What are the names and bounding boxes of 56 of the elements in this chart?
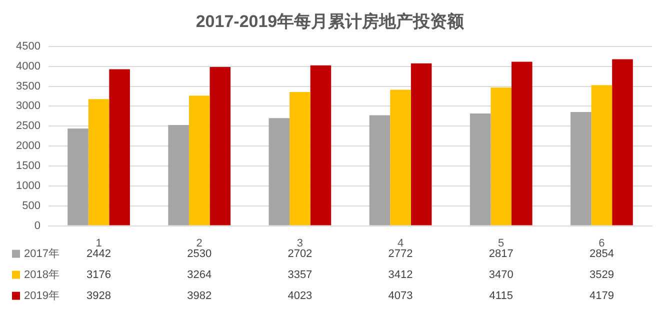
y-tick-label: 3000: [16, 100, 40, 112]
legend-label: 2019年: [24, 290, 60, 302]
y-tick-label: 2000: [16, 140, 40, 152]
y-tick-label: 1500: [16, 160, 40, 172]
bar: [109, 69, 130, 226]
bar: [490, 87, 512, 226]
data-label: 3982: [187, 290, 212, 302]
x-tick-label: 3: [296, 237, 304, 250]
bar: [210, 67, 231, 226]
data-label: 2530: [187, 248, 212, 260]
y-tick-label: 4000: [16, 60, 40, 72]
data-label: 2442: [86, 248, 112, 260]
x-tick-label: 6: [598, 237, 605, 250]
y-tick-label: 500: [22, 200, 40, 212]
bar: [68, 128, 88, 226]
legend-label: 2017年: [24, 248, 60, 260]
bar: [410, 63, 432, 226]
data-label: 3357: [288, 268, 312, 281]
x-tick-label: 1: [96, 237, 102, 250]
data-label: 4115: [489, 290, 513, 302]
data-label: 3176: [86, 268, 112, 281]
bar: [570, 112, 592, 226]
bar: [612, 59, 633, 226]
bar: [390, 90, 411, 226]
data-label: 3412: [388, 268, 413, 281]
bar: [290, 92, 310, 226]
data-label: 3470: [488, 268, 514, 281]
data-label: 3928: [86, 290, 112, 302]
x-tick-label: 2: [196, 237, 202, 250]
bar: [88, 99, 110, 226]
x-tick-label: 5: [498, 237, 504, 250]
x-tick-label: 4: [397, 237, 404, 250]
data-label: 2702: [288, 248, 312, 260]
bar: [470, 113, 491, 226]
data-label: 4073: [388, 290, 413, 302]
y-tick-label: 0: [34, 220, 40, 232]
bar: [512, 62, 532, 226]
legend-label: 2018年: [24, 268, 60, 281]
bar: [591, 85, 612, 226]
data-label: 2854: [589, 248, 614, 260]
bar: [268, 118, 290, 226]
data-label: 2817: [488, 248, 514, 260]
bar: [188, 96, 210, 226]
chart-title: 2017-2019年每月累计房地产投资额: [196, 12, 466, 31]
data-label: 2772: [388, 248, 413, 260]
y-tick-label: 3500: [16, 80, 40, 92]
y-tick-label: 1000: [16, 180, 40, 192]
data-label: 4023: [288, 290, 312, 302]
bar: [168, 124, 189, 226]
bar: [369, 115, 390, 226]
data-label: 4179: [589, 290, 614, 302]
y-tick-label: 4500: [16, 40, 40, 52]
bar: [310, 65, 332, 226]
data-label: 3264: [187, 268, 212, 281]
y-tick-label: 2500: [16, 120, 40, 132]
data-label: 3529: [589, 268, 614, 281]
